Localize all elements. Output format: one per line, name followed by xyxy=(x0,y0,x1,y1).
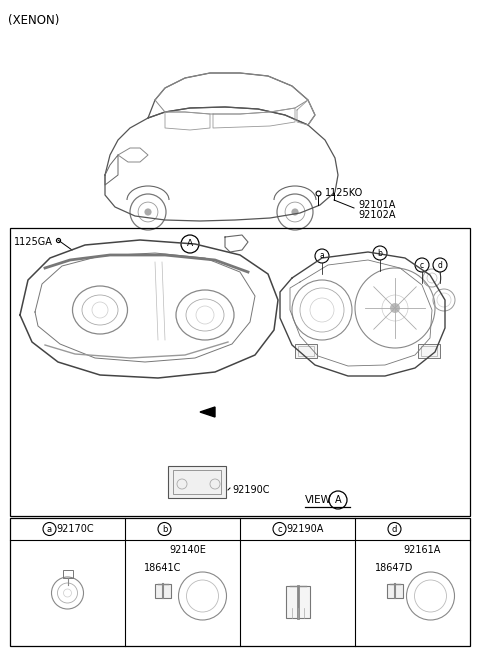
Bar xyxy=(421,346,437,356)
Text: 92161A: 92161A xyxy=(404,545,441,555)
Text: a: a xyxy=(47,525,52,533)
Bar xyxy=(295,344,317,358)
Text: 18641C: 18641C xyxy=(144,563,181,573)
Bar xyxy=(286,586,310,618)
Text: 92102A: 92102A xyxy=(358,210,396,220)
Text: A: A xyxy=(187,239,193,249)
Text: 1125GA: 1125GA xyxy=(14,237,53,247)
Circle shape xyxy=(390,303,400,313)
Text: 92140E: 92140E xyxy=(169,545,206,555)
Bar xyxy=(155,584,170,598)
Text: d: d xyxy=(392,525,397,533)
Bar xyxy=(10,228,470,516)
Polygon shape xyxy=(200,407,215,417)
Text: 92101A: 92101A xyxy=(358,200,396,210)
Text: c: c xyxy=(277,525,282,533)
Text: 92190A: 92190A xyxy=(287,524,324,534)
Bar xyxy=(10,518,470,646)
Text: c: c xyxy=(420,260,424,270)
Text: 18647D: 18647D xyxy=(375,563,414,573)
Text: A: A xyxy=(335,495,341,505)
Text: d: d xyxy=(438,260,443,270)
Bar xyxy=(173,470,221,494)
Text: VIEW: VIEW xyxy=(305,495,332,505)
Text: 1125KO: 1125KO xyxy=(325,188,363,198)
Circle shape xyxy=(144,209,152,216)
Bar xyxy=(168,466,226,498)
Text: b: b xyxy=(162,525,167,533)
Bar xyxy=(62,570,72,578)
Bar xyxy=(418,344,440,358)
Text: 92170C: 92170C xyxy=(57,524,94,534)
Bar xyxy=(298,346,314,356)
Text: a: a xyxy=(320,251,324,260)
Text: (XENON): (XENON) xyxy=(8,14,60,27)
Text: b: b xyxy=(378,249,383,258)
Bar xyxy=(386,584,403,598)
Text: 92190C: 92190C xyxy=(232,485,269,495)
Circle shape xyxy=(291,209,299,216)
